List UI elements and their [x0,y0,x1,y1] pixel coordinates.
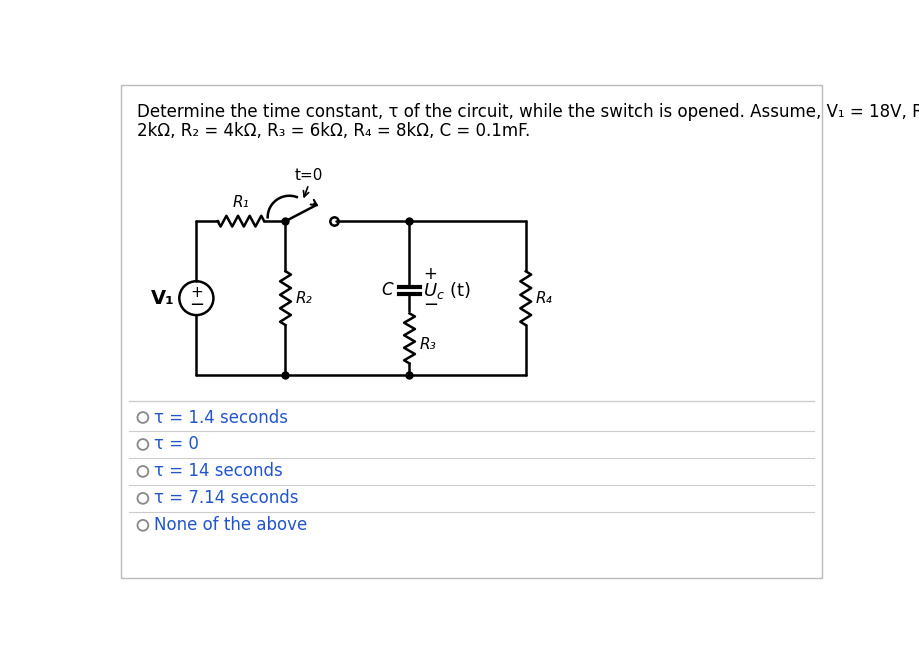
FancyBboxPatch shape [121,85,821,578]
Text: −: − [423,297,438,314]
Text: τ = 7.14 seconds: τ = 7.14 seconds [153,489,298,507]
Text: C: C [381,281,392,300]
Text: +: + [423,265,437,283]
Text: τ = 1.4 seconds: τ = 1.4 seconds [153,409,288,426]
Text: +: + [190,285,202,300]
Text: 2kΩ, R₂ = 4kΩ, R₃ = 6kΩ, R₄ = 8kΩ, C = 0.1mF.: 2kΩ, R₂ = 4kΩ, R₃ = 6kΩ, R₄ = 8kΩ, C = 0… [137,122,529,140]
Text: R₄: R₄ [535,291,552,306]
Text: τ = 14 seconds: τ = 14 seconds [153,462,282,480]
Text: Determine the time constant, τ of the circuit, while the switch is opened. Assum: Determine the time constant, τ of the ci… [137,104,919,121]
Text: −: − [188,296,204,314]
Text: R₁: R₁ [233,195,249,211]
Text: $\mathit{U}_c$ (t): $\mathit{U}_c$ (t) [423,280,471,301]
Text: t=0: t=0 [294,168,323,182]
Text: τ = 0: τ = 0 [153,436,199,453]
Text: R₂: R₂ [295,291,312,306]
Text: R₃: R₃ [419,337,436,352]
Text: V₁: V₁ [151,289,175,308]
Text: None of the above: None of the above [153,516,307,535]
